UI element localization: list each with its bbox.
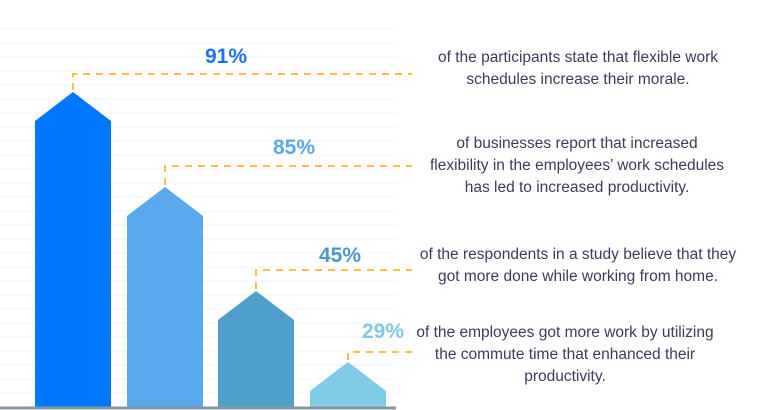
value-label-1: 91% xyxy=(204,45,248,68)
value-label-3: 45% xyxy=(318,244,362,267)
description-3: of the respondents in a study believe th… xyxy=(419,246,737,285)
bar-3 xyxy=(218,291,294,407)
leader-line-3 xyxy=(255,269,412,289)
leader-line-1 xyxy=(72,73,412,90)
description-2: of businesses report that increased flex… xyxy=(429,135,725,196)
bar-4 xyxy=(310,362,386,407)
bar-2 xyxy=(127,187,203,407)
description-1: of the participants state that flexible … xyxy=(437,49,718,88)
value-label-4: 29% xyxy=(361,320,405,343)
bar-1 xyxy=(35,92,111,407)
description-4: of the employees got more work by utiliz… xyxy=(416,324,714,385)
leader-line-4 xyxy=(347,351,412,360)
value-label-2: 85% xyxy=(272,136,316,159)
leader-line-2 xyxy=(164,165,412,185)
